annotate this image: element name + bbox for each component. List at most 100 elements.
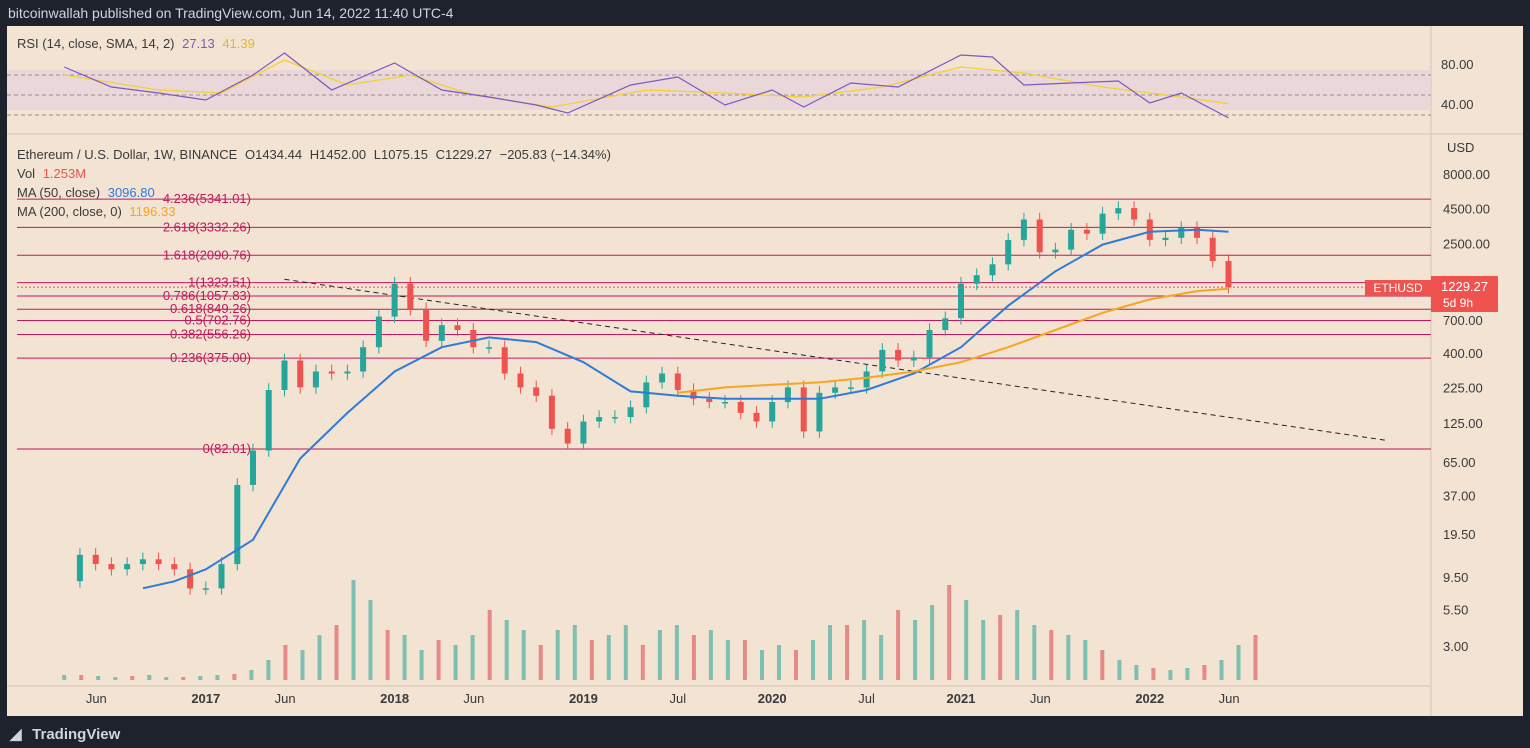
volume-bar (1100, 650, 1105, 680)
candle-body (863, 371, 870, 388)
price-tick-label: 9.50 (1443, 570, 1468, 585)
volume-bar (930, 605, 935, 680)
volume-bar (164, 677, 169, 680)
volume-bar (981, 620, 986, 680)
candle-body (973, 275, 980, 284)
fib-label: 0(82.01) (203, 441, 251, 456)
candle-body (769, 402, 776, 422)
volume-bar (402, 635, 407, 680)
volume-bar (572, 625, 577, 680)
volume-bar (913, 620, 918, 680)
tradingview-brand: TradingView (32, 726, 121, 743)
candle-body (92, 554, 99, 564)
candle-body (690, 390, 697, 399)
candle-body (171, 564, 178, 570)
candle-body (910, 357, 917, 361)
volume-bar (760, 650, 764, 680)
candle-body (486, 347, 492, 349)
volume-bar (1202, 665, 1207, 680)
fib-label: 0.382(556.26) (170, 327, 251, 342)
time-tick-label: Jun (1030, 691, 1051, 706)
volume-bar (640, 645, 645, 680)
fib-label: 0.618(849.26) (170, 301, 251, 316)
candle-body (1162, 237, 1169, 240)
time-tick-label: 2022 (1135, 691, 1164, 706)
footer: ◢ TradingView (0, 722, 1530, 748)
trend-line[interactable] (284, 278, 1386, 441)
candle-body (155, 559, 162, 565)
rsi-axis: 80.00 40.00 (1441, 57, 1474, 112)
volume-bar (436, 640, 441, 680)
time-tick-label: Jul (669, 691, 686, 706)
rsi-legend[interactable]: RSI (14, close, SMA, 14, 2) 27.13 41.39 (17, 36, 259, 51)
candle-body (926, 330, 933, 358)
volume-bar (777, 645, 781, 680)
time-tick-label: 2018 (380, 691, 409, 706)
fib-label: 0.236(375.00) (170, 350, 251, 365)
candle-body (1131, 208, 1138, 220)
price-tick-label: 225.00 (1443, 381, 1483, 396)
published-header: bitcoinwallah published on TradingView.c… (0, 0, 1530, 26)
ma50-legend[interactable]: MA (50, close) 3096.80 (17, 185, 159, 200)
volume-bar (147, 675, 152, 680)
candle-body (958, 283, 964, 319)
candle-body (989, 264, 996, 276)
volume-bar (794, 650, 798, 680)
candle-body (1209, 237, 1216, 261)
price-tick-label: 400.00 (1443, 346, 1483, 361)
fib-label: 0.786(1057.83) (163, 288, 251, 303)
candle-body (533, 387, 540, 396)
ohlc-open: O1434.44 (244, 147, 303, 162)
chart-background (7, 26, 1523, 716)
price-tick-label: 125.00 (1443, 416, 1483, 431)
volume-bar (1236, 645, 1241, 680)
candle-body (784, 387, 791, 403)
rsi-line (63, 52, 1229, 119)
volume-bar (606, 635, 611, 680)
fibonacci-levels: 4.236(5341.01) 2.618(3332.26) 1.618(2090.7… (17, 191, 1431, 456)
volume-bar (283, 645, 288, 680)
volume-bar (1083, 640, 1088, 680)
volume-bar (555, 630, 560, 680)
symbol-legend[interactable]: Ethereum / U.S. Dollar, 1W, BINANCE O143… (17, 147, 615, 162)
candle-body (344, 371, 351, 374)
candle-body (328, 371, 335, 374)
tradingview-logo[interactable]: ◢ TradingView (10, 722, 120, 748)
candle-body (1115, 208, 1122, 214)
candle-body (1005, 240, 1012, 265)
candle-body (139, 559, 146, 565)
candle-body (124, 564, 131, 570)
ma200-legend[interactable]: MA (200, close, 0) 1196.33 (17, 204, 179, 219)
volume-bar (1066, 635, 1071, 680)
volume-bar (453, 645, 458, 680)
volume-bar (1151, 668, 1156, 680)
price-series (76, 201, 1232, 595)
volume-bar (419, 650, 424, 680)
ohlc-high: H1452.00 (309, 147, 367, 162)
rsi-band-fill (7, 70, 1431, 110)
candle-body (722, 402, 728, 404)
candle-body (375, 316, 382, 348)
tradingview-logo-icon: ◢ (10, 726, 22, 743)
volume-legend[interactable]: Vol 1.253M (17, 166, 90, 181)
candle-body (580, 421, 587, 444)
volume-bar (538, 645, 543, 680)
price-tick-label: 37.00 (1443, 489, 1476, 504)
price-tick-label: 65.00 (1443, 455, 1476, 470)
volume-bar (521, 630, 526, 680)
time-tick-label: 2017 (191, 691, 220, 706)
volume-bar (1168, 670, 1173, 680)
candle-body (265, 390, 272, 451)
candle-body (391, 283, 398, 317)
volume-label: Vol (17, 166, 36, 181)
volume-bars (62, 580, 1258, 680)
time-tick-label: Jun (86, 691, 107, 706)
time-tick-label: 2019 (569, 691, 598, 706)
candle-body (564, 428, 571, 444)
price-badge-value: 1229.27 (1441, 279, 1488, 294)
volume-bar (368, 600, 373, 680)
volume-bar (62, 675, 67, 680)
ma50-line (142, 228, 1229, 590)
volume-bar (1032, 625, 1037, 680)
